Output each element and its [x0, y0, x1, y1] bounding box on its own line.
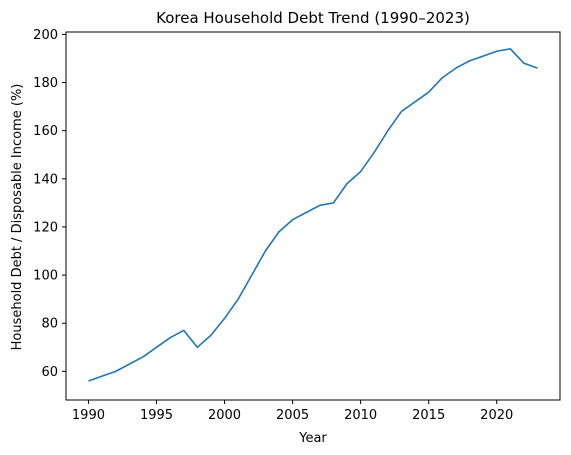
data-point [278, 231, 280, 233]
y-tick-label: 160 [33, 124, 58, 139]
data-point [183, 329, 185, 331]
x-tick-label: 2000 [208, 408, 241, 423]
data-point [305, 212, 307, 214]
x-tick-label: 2005 [276, 408, 309, 423]
data-point [156, 346, 158, 348]
data-point [387, 130, 389, 132]
data-point [292, 219, 294, 221]
data-point [169, 337, 171, 339]
data-point [469, 60, 471, 62]
data-point [264, 250, 266, 252]
data-point [414, 101, 416, 103]
x-tick-label: 1995 [140, 408, 173, 423]
data-point [115, 370, 117, 372]
data-point [237, 298, 239, 300]
data-point [441, 77, 443, 79]
x-axis-ticks: 1990 1995 2000 2005 2010 2015 2020 [72, 400, 513, 423]
data-point [455, 67, 457, 69]
y-tick-label: 100 [33, 269, 58, 284]
data-point [251, 274, 253, 276]
data-point [482, 55, 484, 57]
x-tick-label: 2015 [412, 408, 445, 423]
data-point [360, 171, 362, 173]
y-tick-label: 200 [33, 28, 58, 43]
data-point [400, 110, 402, 112]
data-point [101, 375, 103, 377]
y-tick-label: 60 [41, 365, 58, 380]
x-tick-label: 1990 [72, 408, 105, 423]
y-tick-label: 80 [41, 317, 58, 332]
data-point [210, 334, 212, 336]
y-axis-label: Household Debt / Disposable Income (%) [10, 84, 25, 351]
y-axis-ticks: 60 80 100 120 140 160 180 200 [33, 28, 66, 380]
chart-title: Korea Household Debt Trend (1990–2023) [156, 9, 470, 27]
data-point [128, 363, 130, 365]
data-point [496, 50, 498, 52]
data-point [224, 317, 226, 319]
x-axis-label: Year [298, 431, 327, 446]
plot-frame [65, 31, 561, 401]
data-point [373, 151, 375, 153]
series-line [88, 48, 538, 382]
data-point [332, 202, 334, 204]
y-tick-label: 120 [33, 220, 58, 235]
plot-area [87, 48, 539, 382]
data-point [428, 91, 430, 93]
y-tick-label: 180 [33, 76, 58, 91]
x-tick-label: 2020 [480, 408, 513, 423]
data-point [537, 67, 539, 69]
y-tick-label: 140 [33, 172, 58, 187]
data-point [319, 204, 321, 206]
x-tick-label: 2010 [344, 408, 377, 423]
data-point [87, 380, 89, 382]
data-point [196, 346, 198, 348]
data-point [346, 183, 348, 185]
data-point [523, 62, 525, 64]
data-point [509, 48, 511, 50]
data-point [142, 356, 144, 358]
